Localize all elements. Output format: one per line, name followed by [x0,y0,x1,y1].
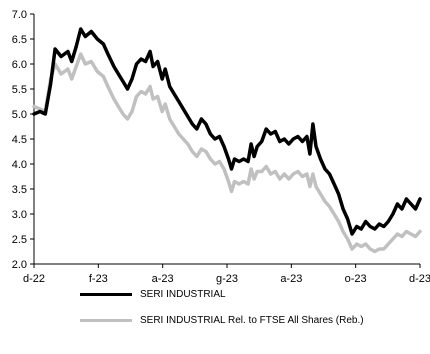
y-tick-label: 3.5 [12,184,27,196]
legend-item-seri-industrial: SERI INDUSTRIAL [80,286,420,302]
legend-label: SERI INDUSTRIAL Rel. to FTSE All Shares … [140,314,364,326]
y-tick-label: 5.5 [12,84,27,96]
x-tick-label: f-23 [89,273,108,285]
series-line-0 [32,27,422,236]
y-axis-ticks: 2.0 2.5 3.0 3.5 4.0 4.5 5.0 5.5 6.0 6.5 7.0 [12,9,34,271]
y-tick-label: 4.0 [12,159,27,171]
legend-swatch [80,292,132,296]
series-layer [32,27,422,254]
y-tick-label: 2.0 [12,259,27,271]
y-tick-label: 2.5 [12,234,27,246]
legend-item-seri-industrial-relative: SERI INDUSTRIAL Rel. to FTSE All Shares … [80,312,420,328]
x-tick-label: o-23 [345,273,367,285]
y-tick-label: 6.5 [12,34,27,46]
y-tick-label: 6.0 [12,59,27,71]
y-tick-label: 5.0 [12,109,27,121]
x-tick-label: d-22 [23,273,45,285]
x-tick-label: d-23 [409,273,430,285]
y-tick-label: 4.5 [12,134,27,146]
series-line-1 [32,52,422,254]
x-tick-label: a-23 [280,273,302,285]
legend-label: SERI INDUSTRIAL [140,288,226,300]
legend-swatch [80,318,132,322]
y-tick-label: 3.0 [12,209,27,221]
y-tick-label: 7.0 [12,9,27,21]
x-axis-ticks: d-22 f-23 a-23 g-23 a-23 o-23 d-23 [23,264,430,285]
x-tick-label: g-23 [216,273,238,285]
x-tick-label: a-23 [152,273,174,285]
